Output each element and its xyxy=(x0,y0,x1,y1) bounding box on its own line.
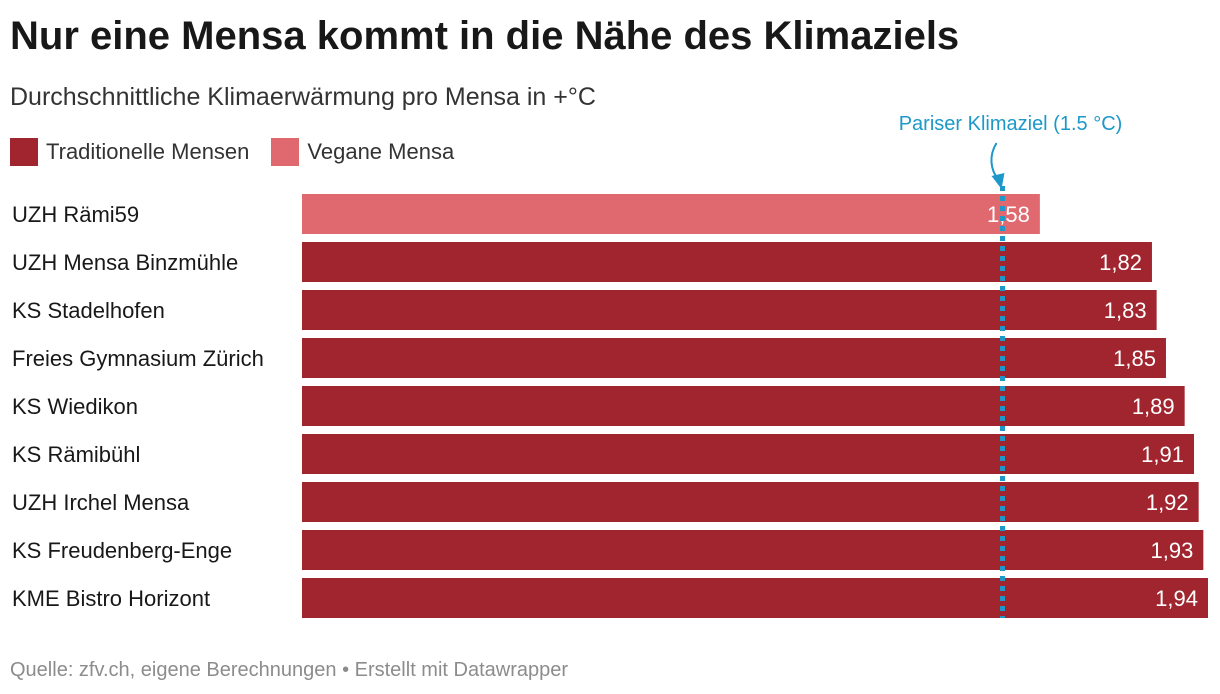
bar xyxy=(302,482,1199,522)
category-label: KME Bistro Horizont xyxy=(12,586,210,611)
category-label: UZH Mensa Binzmühle xyxy=(12,250,238,275)
category-label: Freies Gymnasium Zürich xyxy=(12,346,264,371)
chart-source-footer: Quelle: zfv.ch, eigene Berechnungen • Er… xyxy=(10,659,569,681)
bar xyxy=(302,578,1208,618)
legend-swatch-traditional xyxy=(10,138,38,166)
bar xyxy=(302,242,1152,282)
category-label: UZH Rämi59 xyxy=(12,202,139,227)
value-label: 1,94 xyxy=(1155,586,1198,611)
bar xyxy=(302,290,1157,330)
value-label: 1,91 xyxy=(1141,442,1184,467)
annotation-arrowhead xyxy=(991,173,1005,189)
legend-label-vegan: Vegane Mensa xyxy=(307,139,455,164)
legend-swatch-vegan xyxy=(271,138,300,166)
chart-title: Nur eine Mensa kommt in die Nähe des Kli… xyxy=(10,14,960,58)
category-label: KS Wiedikon xyxy=(12,394,138,419)
bar xyxy=(302,530,1204,570)
value-label: 1,83 xyxy=(1104,298,1147,323)
bar xyxy=(302,434,1194,474)
chart-legend: Traditionelle Mensen Vegane Mensa xyxy=(10,137,476,167)
value-label: 1,89 xyxy=(1132,394,1175,419)
category-label: KS Rämibühl xyxy=(12,442,140,467)
legend-label-traditional: Traditionelle Mensen xyxy=(46,139,250,164)
bar xyxy=(302,386,1185,426)
category-label: KS Stadelhofen xyxy=(12,298,165,323)
value-label: 1,82 xyxy=(1099,250,1142,275)
value-label: 1,58 xyxy=(987,202,1030,227)
legend-item-vegan: Vegane Mensa xyxy=(271,137,454,167)
value-label: 1,85 xyxy=(1113,346,1156,371)
chart-subtitle: Durchschnittliche Klimaerwärmung pro Men… xyxy=(10,83,596,111)
category-label: UZH Irchel Mensa xyxy=(12,490,190,515)
category-label: KS Freudenberg-Enge xyxy=(12,538,232,563)
value-label: 1,92 xyxy=(1146,490,1189,515)
value-label: 1,93 xyxy=(1151,538,1194,563)
bar xyxy=(302,194,1040,234)
reference-line-label: Pariser Klimaziel (1.5 °C) xyxy=(899,113,1123,135)
legend-item-traditional: Traditionelle Mensen xyxy=(10,137,249,167)
bar xyxy=(302,338,1166,378)
annotation-arrow xyxy=(990,142,1000,181)
